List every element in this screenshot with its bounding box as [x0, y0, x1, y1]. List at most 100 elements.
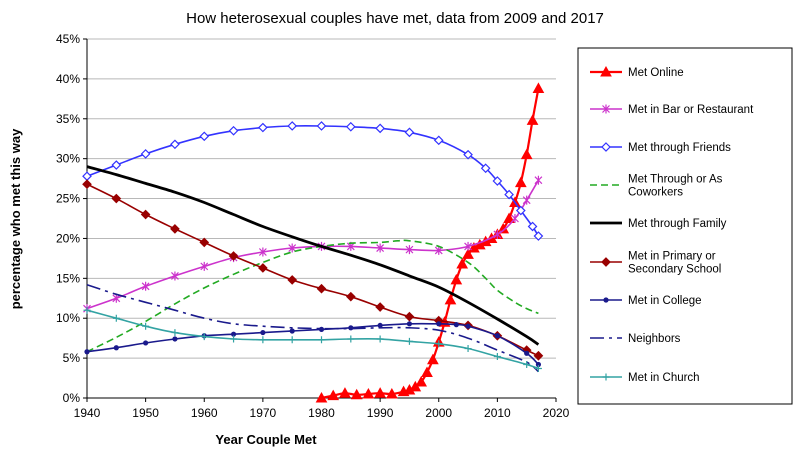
legend-label-met-in-bar-or-restaurant: Met in Bar or Restaurant — [628, 104, 754, 116]
data-point-met-in-primary-or-secondary-school — [228, 251, 239, 261]
x-axis-ticks: 1940 1950 1960 1970 1980 1990 2000 2010 2020 — [74, 398, 570, 420]
series-line-met-through-or-as-coworkers — [86, 239, 539, 353]
legend-marker-met-in-church — [602, 373, 610, 381]
legend-item-met-online: Met Online — [590, 65, 684, 79]
y-tick-label: 25% — [56, 192, 80, 206]
data-point-met-through-friends — [170, 139, 180, 150]
legend-item-met-in-primary-or-secondary-school: Met in Primary or Secondary School — [590, 251, 721, 276]
series-met-through-or-as-coworkers — [86, 239, 539, 353]
data-point-met-in-church — [230, 335, 238, 343]
data-point-met-in-college — [113, 345, 119, 351]
chart-title: How heterosexual couples have met, data … — [186, 10, 604, 27]
data-point-met-through-friends — [375, 123, 385, 134]
legend-label-met-in-primary-or-secondary-school: Met in Primary or Secondary School — [628, 251, 721, 276]
data-point-met-in-college — [377, 322, 383, 329]
data-point-met-online — [327, 389, 340, 401]
axes — [86, 39, 556, 399]
data-point-met-in-church — [200, 333, 208, 341]
legend-marker-met-in-primary-or-secondary-school — [601, 257, 611, 267]
legend: Met Online Met in Bar or Restaurant Met th… — [590, 65, 754, 384]
data-point-met-through-friends — [463, 149, 473, 160]
legend-box — [577, 47, 793, 405]
data-point-met-in-primary-or-secondary-school — [375, 302, 385, 312]
legend-label-neighbors: Neighbors — [628, 333, 681, 345]
data-point-met-in-primary-or-secondary-school — [199, 237, 210, 248]
data-point-met-online — [532, 82, 545, 93]
y-tick-label: 10% — [56, 311, 80, 325]
data-point-met-online — [374, 387, 386, 398]
series-neighbors — [86, 283, 539, 373]
data-point-met-in-church — [259, 336, 267, 344]
data-point-met-in-college — [535, 361, 542, 368]
x-tick-label: 1950 — [132, 406, 159, 420]
series-line-met-through-family — [86, 165, 540, 346]
data-point-met-through-friends — [345, 121, 356, 132]
y-axis-title: percentage who met this way — [8, 128, 23, 309]
data-point-met-in-primary-or-secondary-school — [140, 209, 151, 220]
data-point-met-through-friends — [433, 135, 444, 146]
series-met-in-church — [83, 306, 542, 372]
data-point-met-in-church — [435, 340, 443, 348]
data-point-met-online — [503, 212, 515, 223]
y-tick-label: 5% — [63, 351, 81, 365]
legend-item-met-in-church: Met in Church — [590, 372, 700, 384]
data-point-met-in-college — [289, 328, 295, 334]
data-point-met-in-college — [318, 326, 325, 332]
data-point-met-online — [386, 387, 398, 399]
data-point-met-online — [444, 293, 457, 305]
data-point-met-in-primary-or-secondary-school — [404, 311, 415, 322]
data-point-met-in-primary-or-secondary-school — [82, 179, 92, 190]
data-point-met-through-friends — [527, 221, 538, 232]
gridlines — [87, 38, 556, 359]
y-tick-label: 40% — [56, 72, 80, 86]
data-point-met-in-bar-or-restaurant — [200, 261, 209, 271]
data-point-met-through-friends — [504, 189, 514, 200]
x-tick-label: 1970 — [250, 406, 277, 420]
data-point-met-in-college — [172, 336, 178, 342]
series-met-through-family — [86, 165, 540, 346]
data-point-met-in-college — [524, 350, 530, 356]
series-met-in-primary-or-secondary-school — [82, 179, 544, 361]
data-point-met-in-college — [436, 321, 442, 327]
data-point-met-through-friends — [111, 160, 122, 170]
x-axis-title: Year Couple Met — [215, 432, 317, 447]
data-point-met-in-bar-or-restaurant — [141, 281, 150, 291]
legend-item-met-in-bar-or-restaurant: Met in Bar or Restaurant — [590, 104, 754, 116]
legend-item-met-in-college: Met in College — [590, 295, 702, 307]
legend-label-met-through-friends: Met through Friends — [628, 142, 731, 154]
data-point-met-in-college — [143, 340, 149, 346]
data-point-met-through-friends — [287, 121, 298, 131]
data-point-met-through-friends — [515, 205, 526, 216]
legend-item-met-through-friends: Met through Friends — [590, 142, 731, 154]
data-point-met-in-church — [142, 322, 150, 330]
y-tick-label: 0% — [63, 391, 81, 405]
data-point-met-through-friends — [82, 171, 92, 182]
y-tick-label: 15% — [56, 271, 80, 285]
data-point-met-in-church — [112, 314, 120, 322]
data-point-met-in-primary-or-secondary-school — [533, 350, 544, 361]
legend-marker-met-online — [600, 65, 612, 77]
data-point-met-online — [514, 176, 527, 188]
data-point-met-in-bar-or-restaurant — [464, 241, 472, 251]
y-tick-label: 45% — [56, 32, 80, 46]
data-point-met-online — [520, 148, 533, 160]
data-point-met-through-friends — [492, 176, 503, 186]
data-point-met-in-bar-or-restaurant — [522, 195, 531, 205]
data-point-met-in-college — [494, 333, 500, 339]
data-point-met-through-friends — [480, 163, 491, 174]
legend-label-met-in-church: Met in Church — [628, 372, 700, 384]
data-point-met-in-church — [318, 336, 325, 344]
data-point-met-in-primary-or-secondary-school — [345, 291, 356, 302]
y-tick-label: 30% — [56, 152, 80, 166]
data-point-met-in-primary-or-secondary-school — [258, 263, 268, 273]
x-tick-label: 1980 — [308, 406, 335, 420]
data-point-met-in-church — [464, 345, 472, 353]
data-point-met-through-friends — [140, 149, 151, 159]
data-point-met-in-college — [84, 349, 90, 355]
x-tick-label: 1940 — [74, 406, 101, 420]
data-point-met-in-bar-or-restaurant — [258, 247, 267, 257]
data-point-met-in-bar-or-restaurant — [534, 175, 543, 185]
data-point-met-in-bar-or-restaurant — [493, 229, 502, 239]
data-point-met-in-church — [405, 337, 413, 345]
